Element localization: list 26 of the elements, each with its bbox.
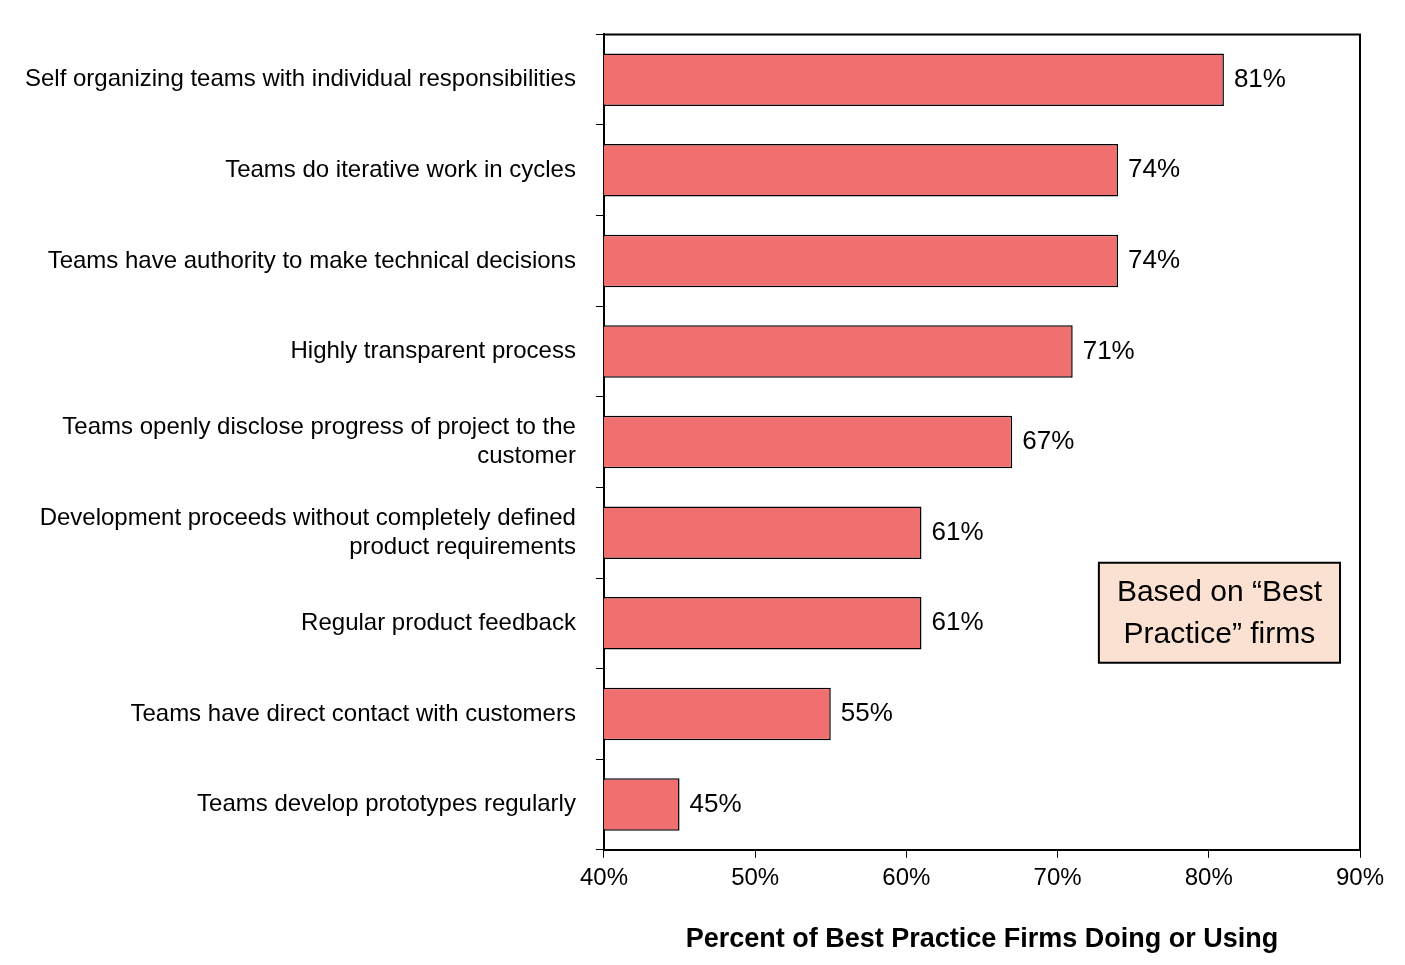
y-tick-label: Teams do iterative work in cycles bbox=[225, 154, 576, 182]
x-tick-label: 40% bbox=[579, 862, 628, 890]
y-tick-label: Development proceeds without completely defined product requirements bbox=[39, 502, 576, 559]
y-tick-label: Self organizing teams with individual responsibilities bbox=[24, 64, 576, 92]
data-label: 74% bbox=[1128, 244, 1181, 275]
data-label: 71% bbox=[1082, 334, 1135, 365]
y-tick-label: Teams have direct contact with customers bbox=[130, 698, 576, 726]
data-label: 67% bbox=[1022, 425, 1075, 456]
x-tick-label: 50% bbox=[731, 862, 780, 890]
y-tick-label: Teams develop prototypes regularly bbox=[197, 789, 576, 817]
data-label: 81% bbox=[1233, 62, 1286, 93]
x-tick-label: 60% bbox=[882, 862, 931, 890]
y-tick-label: Teams openly disclose progress of project to the customer bbox=[62, 412, 576, 469]
data-label: 61% bbox=[931, 606, 984, 637]
y-tick-label: Regular product feedback bbox=[301, 607, 577, 635]
x-axis-title: Percent of Best Practice Firms Doing or Using bbox=[685, 923, 1279, 954]
data-label: 74% bbox=[1128, 153, 1181, 184]
annotation: Based on “Best Practice” firms bbox=[1116, 574, 1323, 650]
x-tick-label: 90% bbox=[1335, 862, 1385, 890]
data-label: 45% bbox=[689, 787, 742, 818]
data-label: 55% bbox=[840, 697, 893, 728]
x-tick-label: 70% bbox=[1033, 862, 1082, 890]
data-label: 61% bbox=[931, 515, 984, 546]
y-tick-label: Teams have authority to make technical decisions bbox=[47, 245, 576, 273]
y-tick-label: Highly transparent process bbox=[290, 336, 576, 364]
x-tick-label: 80% bbox=[1184, 862, 1233, 890]
